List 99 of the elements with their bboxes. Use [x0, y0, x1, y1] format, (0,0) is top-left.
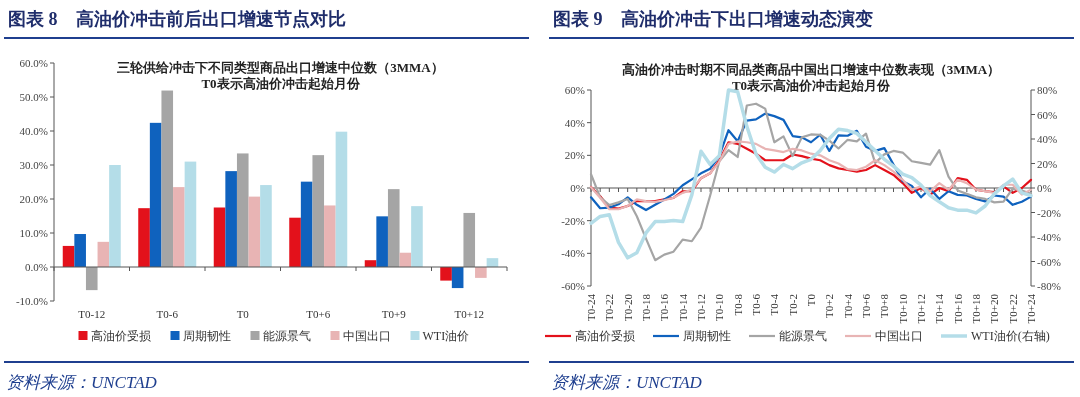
bar — [62, 245, 75, 267]
x-tick-label: T0+6 — [306, 308, 331, 320]
y-tick-label: -40% — [561, 247, 585, 260]
x-tick-label: T0 — [236, 308, 250, 320]
y-tick-label: 40.0% — [19, 125, 48, 137]
legend-label: 高油价受损 — [90, 329, 151, 343]
text: 资料来源：UNCTAD — [6, 373, 158, 392]
x-tick-label: T0+24 — [1025, 293, 1037, 324]
chart-title: 图表 9 高油价冲击下出口增速动态演变 — [553, 9, 873, 29]
bar — [289, 217, 301, 267]
y-tick-label: 40% — [564, 116, 585, 129]
bar — [475, 267, 487, 278]
bar — [440, 267, 452, 281]
bar — [74, 234, 86, 267]
y-tick-label: 0.0% — [25, 261, 48, 273]
bar — [213, 207, 226, 267]
bar — [451, 267, 464, 289]
y2-tick-label: -20% — [1037, 206, 1061, 219]
x-tick-label: T0+22 — [1006, 294, 1019, 324]
x-tick-label: T0+12 — [454, 308, 484, 320]
bar — [161, 90, 174, 267]
legend-label: 高油价受损 — [575, 329, 635, 343]
y-tick-label: 60.0% — [19, 57, 48, 69]
bar — [97, 241, 110, 267]
bar — [149, 122, 162, 267]
y-tick-label: 20.0% — [19, 193, 48, 205]
legend-label: 中国出口 — [342, 329, 391, 343]
y2-tick-label: 20% — [1037, 157, 1058, 170]
bar — [463, 212, 476, 267]
x-tick-label: T0+12 — [915, 294, 927, 324]
x-tick-label: T0+6 — [860, 293, 872, 318]
y-tick-label: -60% — [561, 280, 585, 292]
y2-tick-label: 40% — [1037, 133, 1058, 145]
x-tick-label: T0-24 — [585, 293, 597, 321]
x-tick-label: T0+14 — [933, 293, 946, 324]
x-tick-label: T0-12 — [695, 294, 707, 321]
y2-tick-label: -80% — [1037, 280, 1061, 292]
bar — [248, 196, 261, 267]
bar — [173, 187, 185, 267]
x-tick-label: T0-18 — [640, 293, 652, 321]
chart-subtitle: 三轮供给冲击下不同类型商品出口增速中位数（3MMA） T0表示高油价冲击起始月份 — [117, 60, 444, 91]
x-tick-label: T0-10 — [713, 293, 726, 321]
x-tick-label: T0-14 — [676, 293, 689, 321]
legend-label: WTI油价 — [422, 329, 470, 343]
legend-label: 中国出口 — [875, 329, 923, 343]
bar — [184, 161, 197, 267]
y-tick-label: -10.0% — [15, 295, 48, 307]
y-tick-label: 10.0% — [19, 227, 48, 239]
x-tick-label: T0+16 — [951, 293, 964, 324]
x-tick-label: T0-22 — [603, 294, 616, 321]
y-tick-label: -20% — [561, 214, 585, 227]
x-tick-label: T0-12 — [78, 308, 106, 320]
bar — [300, 181, 313, 267]
x-tick-label: T0-8 — [731, 293, 744, 316]
x-tick-label: T0+20 — [988, 293, 1001, 324]
legend-label: WTI油价(右轴) — [971, 329, 1050, 343]
x-tick-label: T0 — [805, 293, 817, 307]
bar — [335, 131, 348, 267]
chart-title: 图表 8 高油价冲击前后出口增速节点对比 — [8, 9, 346, 29]
y-tick-label: 60% — [564, 84, 585, 96]
x-tick-label: T0-6 — [750, 293, 762, 316]
bar — [225, 171, 237, 267]
y-tick-label: 30.0% — [19, 159, 48, 171]
chart-subtitle: 高油价冲击时期不同品类商品中国出口增速中位数表现（3MMA） T0表示高油价冲击起始月份 — [621, 62, 1001, 93]
bar — [138, 208, 150, 267]
x-tick-label: T0+8 — [878, 293, 891, 318]
x-tick-label: T0-16 — [658, 293, 671, 321]
y2-tick-label: -40% — [1037, 231, 1061, 243]
x-tick-label: T0+10 — [896, 293, 909, 324]
bar — [376, 216, 388, 267]
x-tick-label: T0-6 — [156, 308, 179, 320]
x-tick-label: T0+9 — [381, 308, 407, 320]
y-tick-label: 50.0% — [19, 91, 48, 103]
y2-tick-label: 80% — [1037, 84, 1058, 96]
bar — [109, 165, 121, 267]
bar — [236, 153, 249, 267]
legend-label: 周期韧性 — [182, 329, 231, 343]
x-tick-label: T0-20 — [621, 293, 634, 321]
y2-tick-label: 60% — [1037, 108, 1058, 121]
bar — [312, 155, 325, 267]
x-tick-label: T0+4 — [841, 293, 854, 318]
y-tick-label: 20% — [564, 149, 585, 162]
x-tick-label: T0-4 — [768, 293, 781, 316]
bar — [411, 206, 423, 267]
bar — [324, 205, 336, 267]
x-tick-label: T0+2 — [823, 294, 836, 318]
y2-tick-label: 0% — [1037, 182, 1052, 194]
legend-label: 能源景气 — [262, 329, 311, 343]
text: 资料来源：UNCTAD — [551, 373, 703, 392]
y2-tick-label: -60% — [1037, 255, 1061, 268]
bar — [387, 189, 400, 267]
legend-label: 能源景气 — [779, 329, 827, 343]
y-tick-label: 0% — [570, 182, 585, 194]
bar — [85, 267, 98, 291]
x-tick-label: T0+18 — [970, 293, 982, 324]
line-series — [589, 112, 1033, 212]
legend-label: 周期韧性 — [683, 329, 731, 343]
bar — [260, 185, 272, 267]
x-tick-label: T0-2 — [786, 294, 799, 316]
